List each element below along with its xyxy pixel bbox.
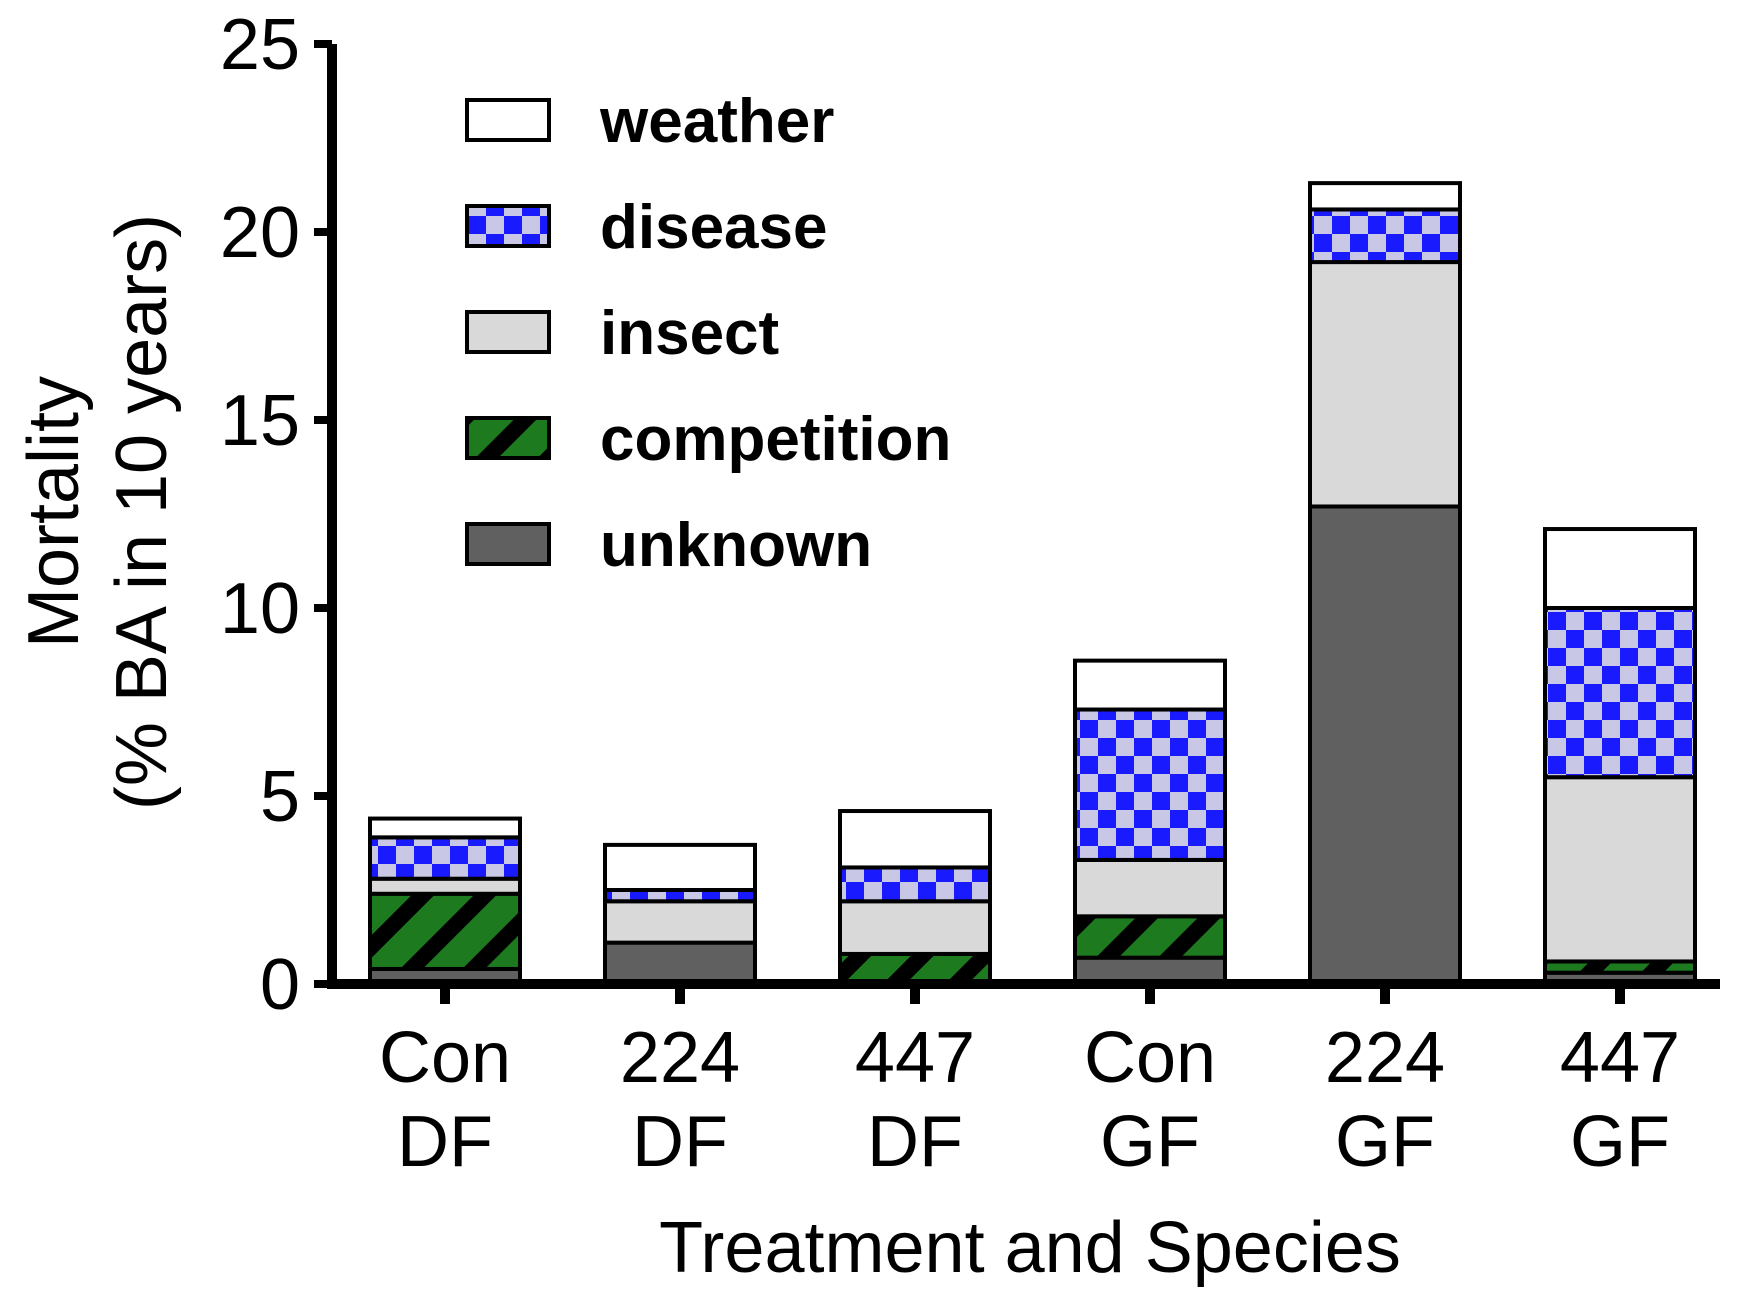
bar-stack-con-df: [368, 816, 522, 987]
bar-segment-weather: [368, 816, 522, 840]
bar-segment-disease: [1073, 707, 1227, 862]
bar-segment-weather: [1073, 658, 1227, 712]
bar-segment-disease: [368, 835, 522, 881]
bar-segment-unknown: [603, 940, 757, 987]
x-axis-title: Treatment and Species: [659, 1208, 1401, 1288]
bar-segment-disease: [1308, 207, 1462, 265]
bar-stack-con-gf: [1073, 658, 1227, 986]
x-tick-label: Con: [379, 1018, 511, 1098]
legend-label-unknown: unknown: [600, 511, 872, 580]
legend-swatch-insect: [465, 310, 551, 354]
legend-swatch-weather: [465, 98, 551, 142]
legend-swatch-disease: [465, 204, 551, 248]
x-tick-label: Con: [1084, 1018, 1216, 1098]
legend-item-disease: disease: [465, 193, 828, 262]
bar-segment-weather: [603, 842, 757, 893]
legend-label-disease: disease: [600, 193, 828, 262]
x-tick-label: DF: [397, 1102, 493, 1182]
legend-item-insect: insect: [465, 299, 779, 368]
bar-segment-competition: [368, 891, 522, 971]
y-tick-label: 0: [260, 945, 300, 1025]
y-tick-label: 15: [220, 381, 300, 461]
x-tick-label: 447: [855, 1018, 975, 1098]
y-axis-title-line-2: (% BA in 10 years): [102, 214, 182, 810]
y-ticks: 0 5 10 15 20 25: [220, 5, 332, 1025]
legend-item-weather: weather: [465, 87, 834, 156]
y-axis-title-line-1: Mortality: [14, 376, 94, 648]
y-axis-title: Mortality (% BA in 10 years): [14, 214, 182, 810]
bar-segment-unknown: [1308, 504, 1462, 986]
y-tick-label: 10: [220, 569, 300, 649]
bar-segment-weather: [1543, 527, 1697, 610]
axes: [327, 44, 1720, 989]
x-tick-label: GF: [1100, 1102, 1200, 1182]
bar-segment-insect: [1308, 260, 1462, 509]
bar-segment-insect: [603, 899, 757, 945]
x-tick-label: DF: [867, 1102, 963, 1182]
bar-segment-disease: [1543, 606, 1697, 780]
x-tick-label: 447: [1560, 1018, 1680, 1098]
x-tick-label: GF: [1570, 1102, 1670, 1182]
bar-segment-weather: [838, 809, 992, 870]
bar-stack-447-df: [838, 809, 992, 986]
bar-stack-224-df: [603, 842, 757, 987]
bar-segment-insect: [368, 876, 522, 896]
bar-segment-competition: [1073, 914, 1227, 960]
legend-label-weather: weather: [599, 87, 834, 156]
legend: weather disease insect competition unknown: [465, 87, 951, 580]
legend-label-insect: insect: [600, 299, 779, 368]
y-tick-label: 25: [220, 5, 300, 85]
x-tick-label: 224: [1325, 1018, 1445, 1098]
bar-segment-insect: [1073, 857, 1227, 919]
bar-stack-224-gf: [1308, 181, 1462, 986]
legend-item-competition: competition: [465, 405, 951, 474]
bar-segment-insect: [838, 899, 992, 956]
y-tick-label: 20: [220, 193, 300, 273]
legend-label-competition: competition: [600, 405, 951, 474]
x-tick-label: DF: [632, 1102, 728, 1182]
x-tick-label: GF: [1335, 1102, 1435, 1182]
legend-item-unknown: unknown: [465, 511, 872, 580]
legend-swatch-unknown: [465, 522, 551, 566]
y-tick-label: 5: [260, 757, 300, 837]
bars: [368, 181, 1697, 987]
bar-segment-disease: [838, 865, 992, 904]
bar-stack-447-gf: [1543, 527, 1697, 986]
legend-swatch-competition: [465, 416, 551, 460]
bar-segment-weather: [1308, 181, 1462, 212]
bar-segment-insect: [1543, 775, 1697, 964]
x-tick-label: 224: [620, 1018, 740, 1098]
